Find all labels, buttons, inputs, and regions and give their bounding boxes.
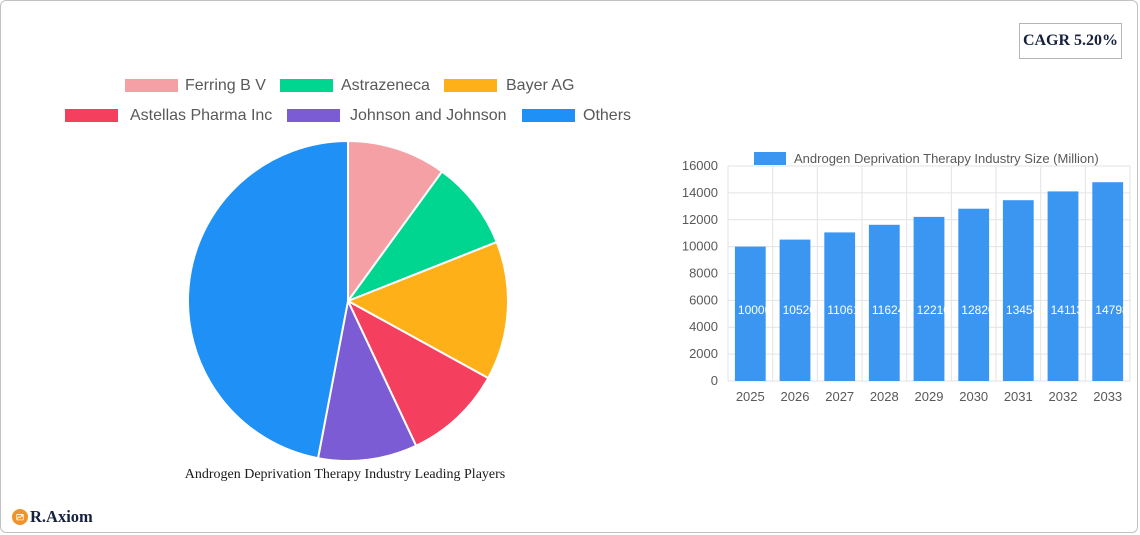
svg-text:8000: 8000 bbox=[689, 266, 718, 281]
svg-text:13454: 13454 bbox=[1006, 303, 1040, 317]
svg-text:2031: 2031 bbox=[1004, 389, 1033, 404]
svg-text:10520: 10520 bbox=[783, 303, 817, 317]
svg-text:6000: 6000 bbox=[689, 292, 718, 307]
svg-text:2033: 2033 bbox=[1093, 389, 1122, 404]
svg-text:2000: 2000 bbox=[689, 346, 718, 361]
svg-text:14113: 14113 bbox=[1051, 303, 1084, 317]
svg-text:14000: 14000 bbox=[682, 185, 718, 200]
svg-text:2027: 2027 bbox=[825, 389, 854, 404]
svg-text:2032: 2032 bbox=[1049, 389, 1078, 404]
svg-text:2030: 2030 bbox=[959, 389, 988, 404]
svg-text:4000: 4000 bbox=[689, 319, 718, 334]
svg-text:12210: 12210 bbox=[917, 303, 951, 317]
svg-text:0: 0 bbox=[711, 373, 718, 388]
svg-text:11061: 11061 bbox=[827, 303, 860, 317]
svg-text:10000: 10000 bbox=[738, 303, 772, 317]
svg-text:14798: 14798 bbox=[1095, 303, 1129, 317]
svg-text:2025: 2025 bbox=[736, 389, 765, 404]
svg-text:2028: 2028 bbox=[870, 389, 899, 404]
svg-text:10000: 10000 bbox=[682, 239, 718, 254]
svg-text:16000: 16000 bbox=[682, 158, 718, 173]
svg-text:2026: 2026 bbox=[781, 389, 810, 404]
svg-text:12000: 12000 bbox=[682, 212, 718, 227]
svg-text:11624: 11624 bbox=[872, 303, 905, 317]
svg-text:12820: 12820 bbox=[961, 303, 995, 317]
svg-text:2029: 2029 bbox=[915, 389, 944, 404]
